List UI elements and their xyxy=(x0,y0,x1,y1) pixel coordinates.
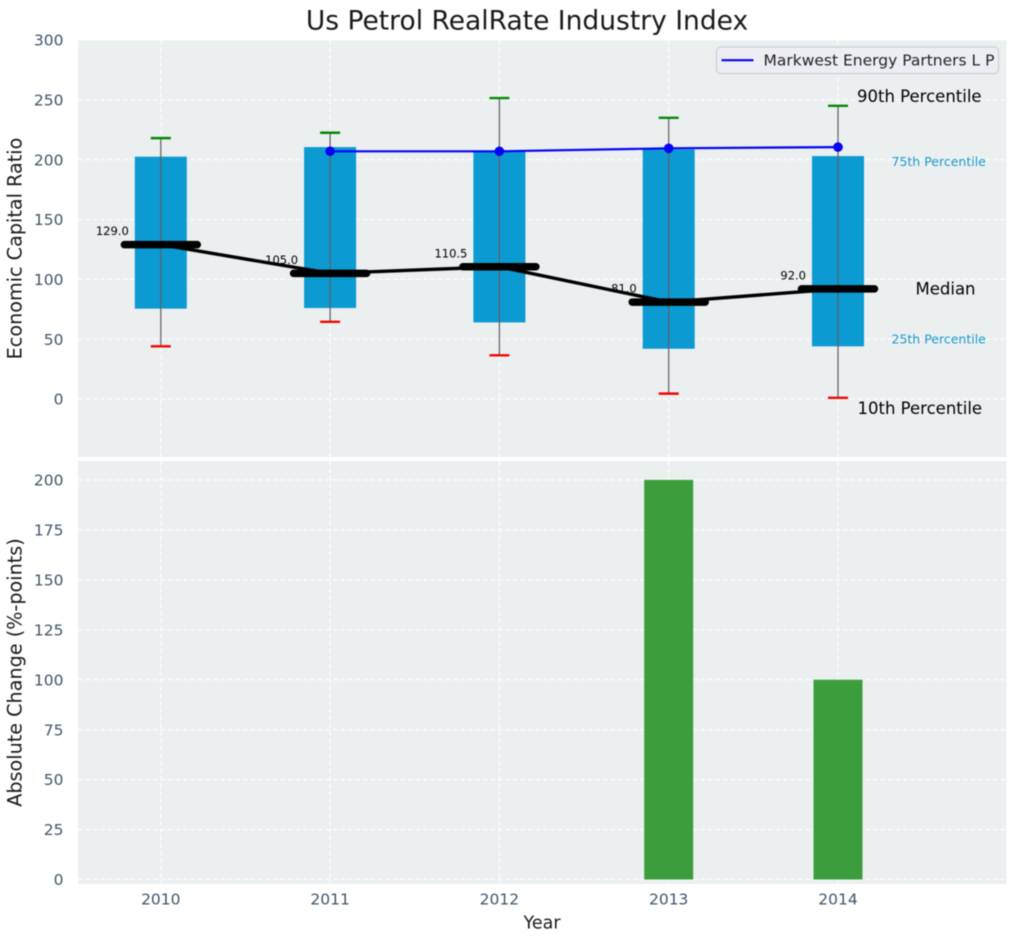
top-y-tick-label: 150 xyxy=(34,211,64,229)
median-value-label: 105.0 xyxy=(265,253,298,267)
bottom-y-tick-label: 0 xyxy=(54,871,64,889)
annotation-median: Median xyxy=(916,280,976,299)
change-bar xyxy=(644,479,694,880)
top-y-tick-label: 100 xyxy=(34,271,64,289)
bottom-y-axis-label: Absolute Change (%-points) xyxy=(4,538,27,807)
bottom-y-tick-label: 25 xyxy=(44,821,64,839)
company-line-marker xyxy=(494,146,505,157)
x-tick-label: 2011 xyxy=(310,891,349,909)
x-tick-label: 2014 xyxy=(818,891,857,909)
annotation-75th-percentile: 75th Percentile xyxy=(892,154,987,169)
company-line-marker xyxy=(325,146,335,157)
median-value-label: 129.0 xyxy=(96,224,129,238)
bottom-y-tick-label: 50 xyxy=(44,771,64,789)
top-y-tick-label: 300 xyxy=(34,32,64,50)
top-y-tick-label: 250 xyxy=(34,91,64,109)
bottom-y-tick-label: 125 xyxy=(34,621,64,639)
company-line-marker xyxy=(833,142,843,152)
annotation-10th-percentile: 10th Percentile xyxy=(858,399,983,418)
x-tick-label: 2010 xyxy=(141,891,180,909)
chart-title: Us Petrol RealRate Industry Index xyxy=(306,6,748,37)
annotation-25th-percentile: 25th Percentile xyxy=(892,331,987,346)
top-chart-marks: 129.0 105.0 110.5 81.0 92.0 xyxy=(96,96,879,400)
top-y-axis-label: Economic Capital Ratio xyxy=(4,138,27,360)
x-axis-label: Year xyxy=(522,914,561,934)
median-value-label: 110.5 xyxy=(434,246,467,260)
top-y-tick-label: 200 xyxy=(34,151,64,169)
bottom-y-tick-label: 200 xyxy=(34,472,64,490)
median-value-label: 81.0 xyxy=(611,282,637,296)
top-tick-labels: 0 50 100 150 200 250 300 xyxy=(34,32,64,409)
annotation-90th-percentile: 90th Percentile xyxy=(857,87,982,106)
top-y-tick-label: 50 xyxy=(44,331,64,349)
bottom-y-tick-label: 175 xyxy=(34,521,64,539)
company-line-marker xyxy=(663,143,674,154)
bottom-chart-marks xyxy=(644,479,863,880)
legend-box xyxy=(716,46,999,74)
bottom-y-tick-label: 150 xyxy=(34,571,64,589)
top-y-tick-label: 0 xyxy=(54,391,64,409)
median-value-label: 92.0 xyxy=(780,268,806,282)
legend-label: Markwest Energy Partners L P xyxy=(764,52,995,70)
bottom-y-tick-label: 75 xyxy=(44,721,64,739)
company-line xyxy=(330,146,839,153)
x-tick-label: 2012 xyxy=(480,891,519,909)
legend: Markwest Energy Partners L P xyxy=(716,46,999,74)
x-tick-label: 2013 xyxy=(649,891,688,909)
bottom-axes-background xyxy=(78,461,1007,884)
bottom-tick-labels: 0 25 50 75 100 125 150 175 200 2010 2011 2012 2013 20… xyxy=(34,472,858,909)
change-bar xyxy=(813,679,863,880)
bottom-y-tick-label: 100 xyxy=(34,671,64,689)
